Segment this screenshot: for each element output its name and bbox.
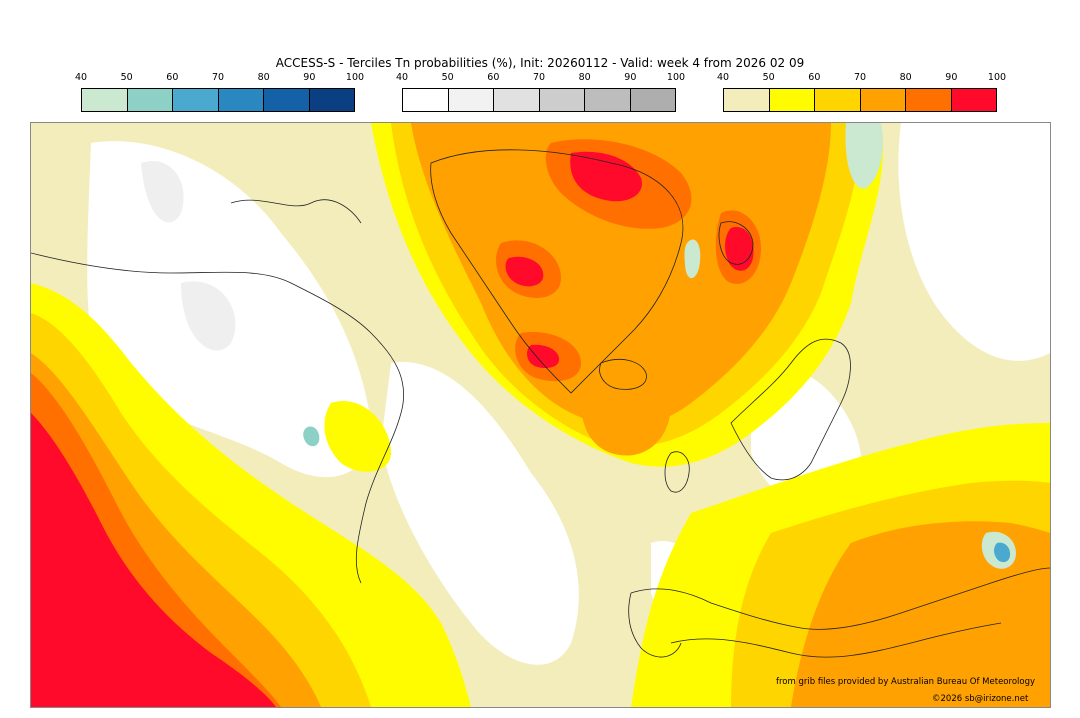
zone-below-northeast (845, 123, 883, 189)
colorbar-above-normal: 40 50 60 70 80 90 100 (717, 72, 1006, 112)
colorbar-swatch (951, 89, 996, 111)
colorbar-swatch (218, 89, 264, 111)
probability-map[interactable] (30, 122, 1051, 708)
coast-iceland (599, 359, 647, 390)
zone-above-90-100-svalbard (725, 227, 754, 271)
coast-mediterranean (670, 622, 1002, 658)
coast-greenland (430, 149, 684, 394)
colorbar-tick-label: 60 (166, 72, 179, 83)
colorbar-tick-label: 70 (211, 72, 225, 83)
colorbar-ticks: 40 50 60 70 80 90 100 (717, 72, 1006, 84)
colorbar-tick-label: 70 (532, 72, 546, 83)
colorbar-tick-label: 50 (762, 72, 775, 83)
colorbar-swatch (769, 89, 815, 111)
colorbar-swatch (494, 89, 540, 111)
colorbar-tick-label: 40 (716, 72, 730, 83)
colorbar-tick-label: 50 (441, 72, 454, 83)
zone-near-normal-russia (898, 123, 1050, 361)
zone-above-50-60-labrador (324, 401, 391, 472)
colorbar-swatch (724, 89, 770, 111)
colorbar-tick-label: 70 (853, 72, 867, 83)
zone-above-90-100-greenland-north (570, 151, 642, 202)
coast-iberia (628, 592, 682, 658)
colorbar-swatch (815, 89, 861, 111)
colorbar-swatch (630, 89, 675, 111)
colorbar-swatches (402, 88, 676, 112)
colorbar-swatch (448, 89, 494, 111)
zone-below-labrador (303, 426, 320, 447)
colorbar-tick-label: 60 (808, 72, 821, 83)
coast-europe-south (630, 567, 1050, 630)
coast-british-isles (664, 451, 690, 493)
colorbar-swatch (173, 89, 219, 111)
zone-above-90-100-greenland-south (527, 344, 560, 369)
map-canvas (31, 123, 1050, 707)
zone-above-70-80-iceland (580, 341, 671, 456)
colorbar-tick-label: 100 (345, 72, 365, 83)
coast-arctic-islands (230, 199, 362, 224)
colorbar-tick-label: 90 (624, 72, 637, 83)
colorbar-below-normal: 40 50 60 70 80 90 100 (75, 72, 364, 112)
colorbar-tick-label: 50 (120, 72, 133, 83)
coast-north-america (31, 252, 405, 584)
colorbar-ticks: 40 50 60 70 80 90 100 (75, 72, 364, 84)
zone-above-90-100-west (31, 413, 276, 707)
zone-above-90-100-greenland-west (505, 256, 544, 287)
colorbar-swatches (81, 88, 355, 112)
colorbar-tick-label: 80 (578, 72, 591, 83)
colorbar-swatches (723, 88, 997, 112)
colorbar-tick-label: 90 (303, 72, 316, 83)
zone-near-normal-atlantic (381, 362, 579, 665)
colorbar-tick-label: 80 (257, 72, 270, 83)
colorbar-tick-label: 100 (987, 72, 1007, 83)
coast-scandinavia (730, 338, 851, 481)
colorbar-swatch (539, 89, 585, 111)
colorbar-swatch (127, 89, 173, 111)
colorbar-tick-label: 40 (74, 72, 88, 83)
zone-grey-1 (141, 161, 184, 223)
zone-below-greenland-sea (684, 239, 701, 279)
zone-grey-2 (181, 281, 236, 351)
colorbar-swatch (264, 89, 310, 111)
copyright-credit: ©2026 sb@irizone.net (932, 694, 1029, 704)
colorbar-swatch (585, 89, 631, 111)
colorbar-near-normal: 40 50 60 70 80 90 100 (396, 72, 685, 112)
zone-below-caspian-inner (994, 542, 1011, 563)
colorbar-tick-label: 80 (899, 72, 912, 83)
colorbar-swatch (82, 89, 128, 111)
colorbar-tick-label: 90 (945, 72, 958, 83)
map-title: ACCESS-S - Terciles Tn probabilities (%)… (275, 56, 805, 70)
zone-above-70-80-southeast (791, 521, 1050, 707)
colorbar-tick-label: 100 (666, 72, 686, 83)
colorbar-swatch (860, 89, 906, 111)
coastlines (31, 149, 1050, 658)
colorbar-tick-label: 60 (487, 72, 500, 83)
coast-svalbard (718, 221, 754, 265)
colorbar-tick-label: 40 (395, 72, 409, 83)
colorbar-ticks: 40 50 60 70 80 90 100 (396, 72, 685, 84)
colorbar-swatch (906, 89, 952, 111)
colorbar-swatch (309, 89, 354, 111)
colorbar-swatch (403, 89, 449, 111)
data-source-credit: from grib files provided by Australian B… (776, 677, 1036, 687)
